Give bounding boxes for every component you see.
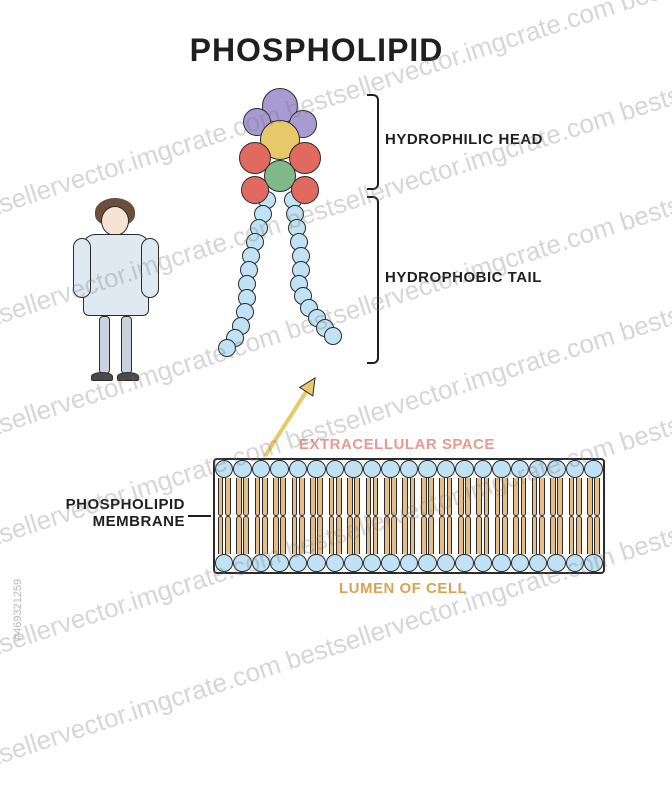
bracket-hydrophobic-tail: HYDROPHOBIC TAIL	[367, 196, 379, 364]
diagram-canvas: PHOSPHOLIPID HYDROPHILIC HEAD HYDROPHOBI…	[5, 18, 628, 641]
image-id-watermark: #469321259	[12, 579, 24, 640]
phospholipid-membrane	[213, 458, 605, 574]
diagram-title: PHOSPHOLIPID	[5, 32, 628, 69]
arrow-icon	[5, 18, 6, 19]
label-hydrophilic-head: HYDROPHILIC HEAD	[385, 131, 543, 148]
label-lumen-of-cell: LUMEN OF CELL	[339, 580, 467, 597]
bracket-hydrophilic-head: HYDROPHILIC HEAD	[367, 94, 379, 190]
label-hydrophobic-tail: HYDROPHOBIC TAIL	[385, 269, 542, 286]
label-extracellular-space: EXTRACELLULAR SPACE	[299, 436, 495, 453]
phospholipid-molecule	[195, 88, 365, 368]
label-phospholipid-membrane: PHOSPHOLIPIDMEMBRANE	[35, 496, 185, 530]
